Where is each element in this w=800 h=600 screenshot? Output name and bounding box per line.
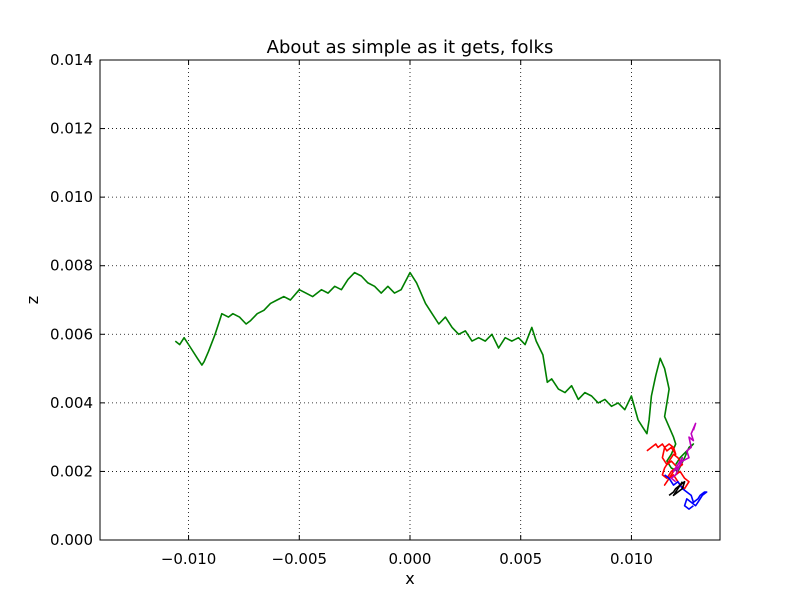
y-tick-label: 0.014 bbox=[50, 51, 93, 69]
y-tick-label: 0.008 bbox=[50, 257, 93, 275]
ticks bbox=[100, 59, 720, 541]
y-tick-label: 0.000 bbox=[50, 531, 93, 549]
series-line-2 bbox=[670, 422, 697, 483]
series-line-0 bbox=[174, 271, 695, 473]
x-tick-labels: −0.010 −0.005 0.000 0.005 0.010 bbox=[161, 550, 653, 568]
y-tick-label: 0.006 bbox=[50, 325, 93, 343]
x-tick-label: 0.010 bbox=[610, 550, 653, 568]
series-layer bbox=[174, 271, 708, 510]
series-line-3 bbox=[664, 474, 708, 510]
y-tick-label: 0.010 bbox=[50, 188, 93, 206]
x-tick-label: 0.000 bbox=[389, 550, 432, 568]
x-tick-label: −0.005 bbox=[272, 550, 328, 568]
x-tick-label: −0.010 bbox=[161, 550, 217, 568]
y-tick-labels: 0.000 0.002 0.004 0.006 0.008 0.010 0.012 0.014 bbox=[50, 51, 93, 549]
y-axis-label: z bbox=[23, 296, 42, 304]
series-line-4 bbox=[668, 480, 686, 497]
x-tick-label: 0.005 bbox=[499, 550, 542, 568]
x-axis-label: x bbox=[405, 569, 414, 588]
y-tick-label: 0.004 bbox=[50, 394, 93, 412]
y-tick-label: 0.012 bbox=[50, 120, 93, 138]
chart-title: About as simple as it gets, folks bbox=[267, 37, 554, 58]
y-tick-label: 0.002 bbox=[50, 462, 93, 480]
